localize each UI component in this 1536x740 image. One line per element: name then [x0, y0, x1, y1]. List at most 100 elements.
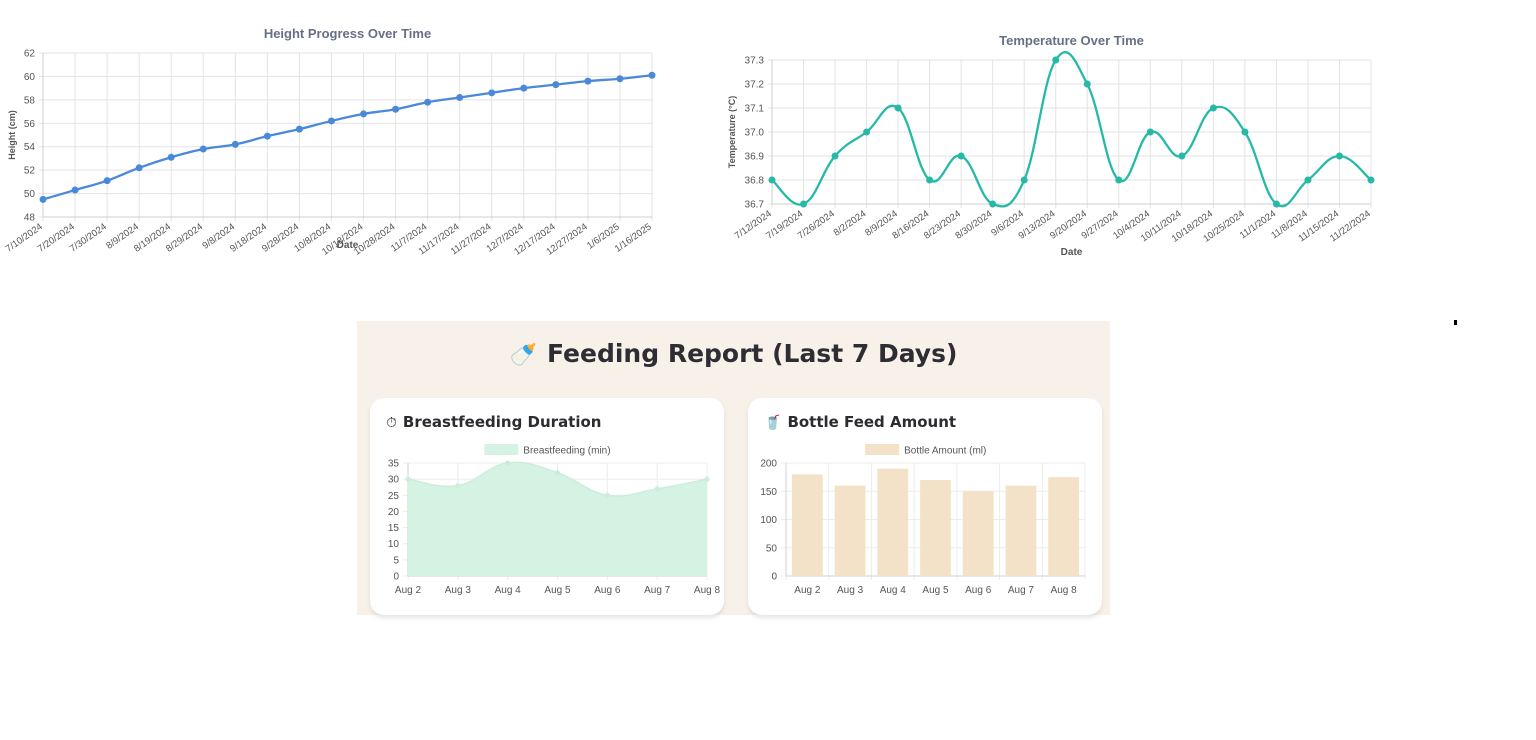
- y-tick-label: 200: [760, 459, 777, 470]
- data-point: [831, 152, 839, 160]
- data-point: [1272, 200, 1280, 208]
- y-tick-label: 5: [393, 555, 399, 566]
- bar: [1048, 477, 1080, 576]
- y-tick-label: 10: [388, 539, 400, 550]
- data-point: [863, 128, 871, 136]
- series-line: [771, 51, 1372, 208]
- data-point: [505, 460, 511, 466]
- data-point: [456, 94, 464, 102]
- height-chart: Height Progress Over Time 48 50 52 54 56 58 60 6…: [4, 26, 656, 258]
- y-tick-label: 56: [24, 119, 36, 130]
- y-tick-label: 36.8: [745, 176, 765, 187]
- data-point: [405, 476, 411, 482]
- y-tick-label: 60: [24, 72, 36, 83]
- data-point: [584, 77, 592, 85]
- data-point: [1115, 176, 1123, 184]
- chart-title: Temperature Over Time: [999, 33, 1144, 48]
- breastfeeding-title-text: Breastfeeding Duration: [402, 413, 602, 431]
- data-point: [704, 476, 710, 482]
- y-tick-label: 37.0: [745, 128, 765, 139]
- x-tick-label: 7/30/2024: [68, 221, 109, 254]
- data-point: [957, 152, 965, 160]
- data-point: [1146, 128, 1154, 136]
- data-point: [1335, 152, 1343, 160]
- y-tick-label: 15: [388, 523, 400, 534]
- chart-title: Height Progress Over Time: [264, 26, 431, 41]
- x-tick-label: Aug 2: [794, 585, 821, 596]
- x-tick-label: Aug 7: [644, 585, 671, 596]
- data-point: [800, 200, 808, 208]
- x-tick-label: Aug 3: [445, 585, 472, 596]
- x-tick-label: Aug 4: [880, 585, 907, 596]
- y-tick-label: 20: [388, 507, 400, 518]
- legend-swatch: [484, 444, 519, 455]
- y-tick-label: 36.9: [745, 152, 765, 163]
- data-point: [989, 200, 997, 208]
- data-point: [263, 132, 271, 140]
- y-tick-label: 37.1: [745, 104, 765, 115]
- x-tick-label: Aug 3: [837, 585, 864, 596]
- breastfeeding-card: ⏱ Breastfeeding Duration Breastfeeding (m…: [370, 398, 724, 615]
- data-point: [167, 153, 175, 161]
- data-point: [1178, 152, 1186, 160]
- x-tick-label: 8/29/2024: [164, 221, 205, 254]
- data-point: [1304, 176, 1312, 184]
- breastfeeding-card-title: ⏱ Breastfeeding Duration: [386, 413, 601, 431]
- legend-label: Breastfeeding (min): [523, 446, 610, 457]
- y-tick-label: 35: [388, 459, 400, 470]
- data-point: [648, 71, 656, 79]
- feeding-report-panel: 🍼 Feeding Report (Last 7 Days) ⏱ Breastfee…: [357, 321, 1110, 615]
- data-point: [1083, 80, 1091, 88]
- data-point: [327, 117, 335, 125]
- y-tick-label: 62: [24, 49, 36, 60]
- x-tick-label: Aug 6: [965, 585, 992, 596]
- data-point: [1020, 176, 1028, 184]
- bottle-feed-title-text: Bottle Feed Amount: [787, 413, 957, 431]
- bar: [920, 479, 951, 576]
- x-tick-label: 8/2/2024: [832, 208, 869, 238]
- breastfeeding-chart: Breastfeeding (min) 0 5 10 15 20 25 30 35 Aug 2 Au…: [388, 444, 721, 596]
- data-point: [295, 125, 303, 133]
- legend-label: Bottle Amount (ml): [904, 446, 986, 457]
- bar: [962, 491, 994, 576]
- data-point: [768, 176, 776, 184]
- y-tick-label: 150: [760, 487, 777, 498]
- data-point: [616, 75, 624, 83]
- y-tick-label: 37.2: [745, 80, 765, 91]
- x-tick-label: Aug 6: [594, 585, 621, 596]
- y-tick-label: 58: [24, 95, 36, 106]
- y-tick-label: 30: [388, 475, 400, 486]
- bar: [834, 485, 866, 576]
- data-point: [520, 84, 528, 92]
- x-axis-label: Date: [1061, 247, 1083, 258]
- y-axis-label: Height (cm): [7, 110, 17, 160]
- x-tick-label: Aug 5: [922, 585, 949, 596]
- data-point: [39, 195, 47, 203]
- data-point: [1052, 56, 1060, 64]
- data-point: [1241, 128, 1249, 136]
- y-tick-label: 36.7: [745, 200, 765, 211]
- y-tick-label: 37.3: [745, 56, 765, 67]
- bottle-feed-card: 🥤 Bottle Feed Amount Bottle Amount (ml) 0 5…: [748, 398, 1102, 615]
- data-point: [360, 110, 368, 118]
- data-point: [103, 177, 111, 185]
- data-point: [135, 164, 143, 172]
- data-point: [1209, 104, 1217, 112]
- y-tick-label: 25: [388, 491, 400, 502]
- data-point: [552, 81, 560, 89]
- y-tick-label: 50: [24, 189, 36, 200]
- y-axis-label: Temperature (°C): [727, 96, 737, 168]
- bar: [1005, 485, 1037, 576]
- data-point: [926, 176, 934, 184]
- y-tick-label: 0: [393, 572, 399, 583]
- y-tick-label: 50: [766, 543, 778, 554]
- data-point: [71, 186, 79, 194]
- stray-mark: [1454, 320, 1457, 325]
- y-tick-label: 0: [771, 572, 777, 583]
- y-tick-label: 54: [24, 142, 36, 153]
- legend-swatch: [865, 444, 900, 455]
- bottle-feed-chart: Bottle Amount (ml) 0 50 100 150 200 Aug 2 Aug 3…: [760, 444, 1086, 596]
- area-fill: [408, 462, 707, 576]
- y-tick-label: 52: [24, 166, 36, 177]
- feeding-report-title: 🍼 Feeding Report (Last 7 Days): [357, 339, 1110, 368]
